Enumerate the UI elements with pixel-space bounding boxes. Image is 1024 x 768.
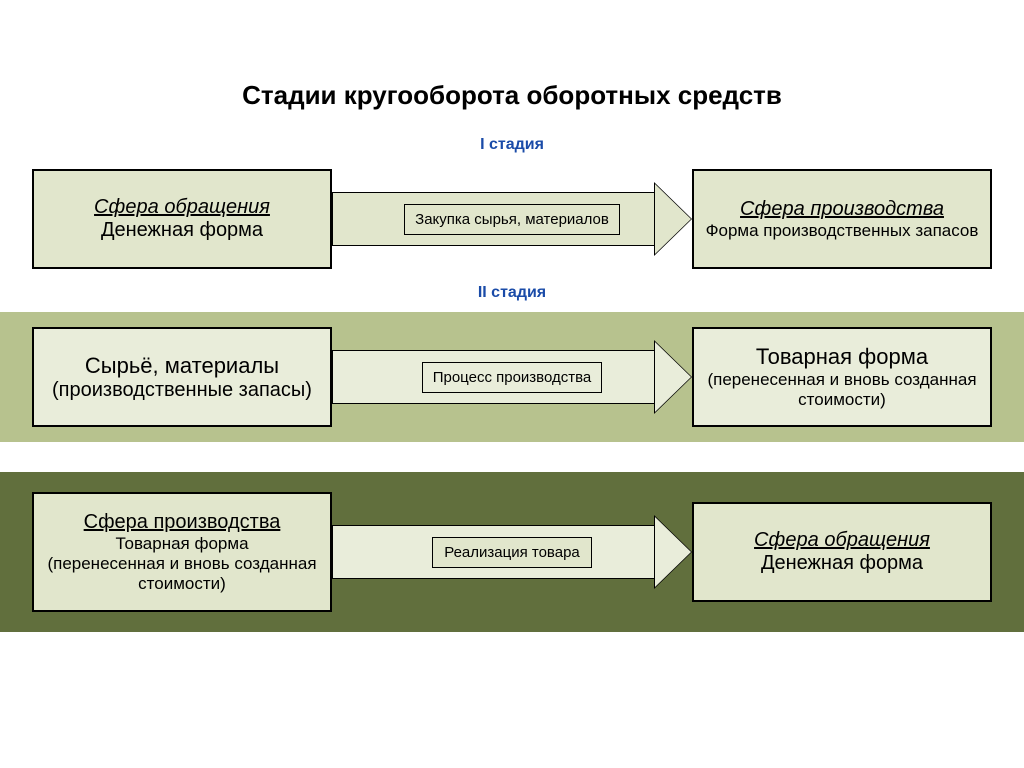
stage-1-label: I стадия xyxy=(0,136,1024,154)
stage1-right-sub: Форма производственных запасов xyxy=(702,221,982,241)
stage1-right-box: Сфера производства Форма производственны… xyxy=(692,169,992,269)
stage-2-row: Сырьё, материалы (производственные запас… xyxy=(0,302,1024,452)
stage1-arrow-label: Закупка сырья, материалов xyxy=(404,204,620,235)
diagram-title: Стадии кругооборота оборотных средств xyxy=(0,0,1024,136)
stage3-right-title: Сфера обращения xyxy=(702,529,982,552)
stage2-right-box: Товарная форма (перенесенная и вновь соз… xyxy=(692,327,992,427)
stage3-right-sub: Денежная форма xyxy=(702,552,982,575)
stage2-left-sub: (производственные запасы) xyxy=(42,379,322,402)
stage3-left-sub1: Товарная форма xyxy=(42,534,322,554)
stage3-arrow-label: Реализация товара xyxy=(432,537,592,568)
stage2-right-sub: (перенесенная и вновь созданная стоимост… xyxy=(702,370,982,410)
stage2-left-title: Сырьё, материалы xyxy=(42,353,322,379)
stage1-left-sub: Денежная форма xyxy=(42,219,322,242)
stage1-left-box: Сфера обращения Денежная форма xyxy=(32,169,332,269)
stage2-right-title: Товарная форма xyxy=(702,344,982,370)
stage2-arrow: Процесс производства xyxy=(332,327,692,427)
stage-3-row: Сфера производства Товарная форма (перен… xyxy=(0,472,1024,632)
stage3-left-title: Сфера производства xyxy=(42,511,322,534)
stage3-right-box: Сфера обращения Денежная форма xyxy=(692,502,992,602)
stage3-left-sub2: (перенесенная и вновь созданная стоимост… xyxy=(42,554,322,594)
stage2-arrow-label: Процесс производства xyxy=(422,362,603,393)
stage1-right-title: Сфера производства xyxy=(702,198,982,221)
stage1-arrow: Закупка сырья, материалов xyxy=(332,169,692,269)
stage1-left-title: Сфера обращения xyxy=(42,196,322,219)
stage3-arrow: Реализация товара xyxy=(332,502,692,602)
stage-2-label: II стадия xyxy=(0,284,1024,302)
stage2-left-box: Сырьё, материалы (производственные запас… xyxy=(32,327,332,427)
stage3-left-box: Сфера производства Товарная форма (перен… xyxy=(32,492,332,612)
stage-1-row: Сфера обращения Денежная форма Закупка с… xyxy=(0,154,1024,284)
